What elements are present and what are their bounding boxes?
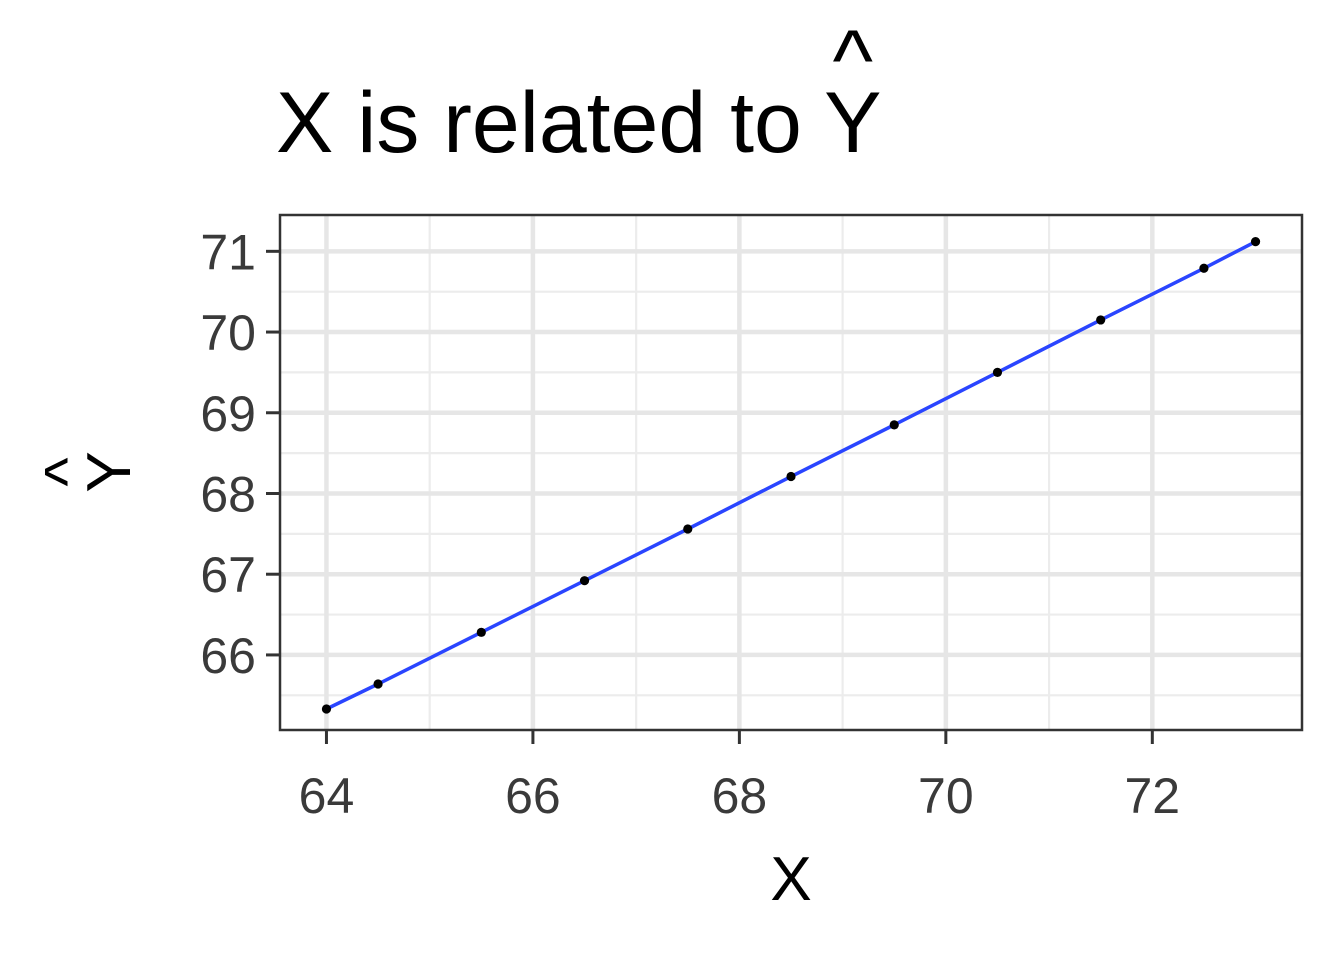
x-axis-ticks: 64 66 68 70 72 — [299, 730, 1180, 824]
x-tick-label: 68 — [712, 768, 768, 824]
data-point — [992, 367, 1003, 378]
y-tick-label: 68 — [200, 466, 256, 522]
x-tick-label: 72 — [1125, 768, 1181, 824]
y-axis-title: Y ^ — [33, 451, 144, 492]
data-point — [889, 420, 899, 430]
x-tick-label: 64 — [299, 768, 355, 824]
y-tick-label: 69 — [200, 386, 256, 442]
data-point — [321, 704, 332, 714]
y-tick-label: 67 — [200, 547, 256, 603]
data-point — [1096, 315, 1106, 325]
data-point — [373, 679, 383, 689]
y-axis-title-hat: ^ — [33, 457, 102, 486]
data-points — [321, 237, 1261, 714]
data-point — [1250, 237, 1261, 247]
data-point — [683, 524, 693, 534]
data-point — [476, 627, 486, 637]
major-gridlines — [280, 215, 1302, 730]
data-point — [1199, 263, 1209, 273]
x-tick-label: 66 — [505, 768, 561, 824]
y-tick-label: 66 — [200, 628, 256, 684]
chart-title: X is related to Y — [276, 75, 882, 171]
plot-panel-border — [278, 213, 1304, 732]
minor-gridlines — [280, 215, 1302, 730]
y-tick-label: 71 — [200, 224, 256, 280]
y-tick-label: 70 — [200, 305, 256, 361]
data-point — [786, 471, 796, 482]
x-tick-label: 70 — [918, 768, 974, 824]
title-hat-accent: ^ — [833, 13, 873, 109]
x-axis-title: X — [770, 845, 811, 914]
y-axis-title-letter: Y — [75, 451, 144, 492]
data-point — [579, 576, 590, 586]
y-axis-ticks: 66 67 68 69 70 71 — [200, 224, 280, 684]
